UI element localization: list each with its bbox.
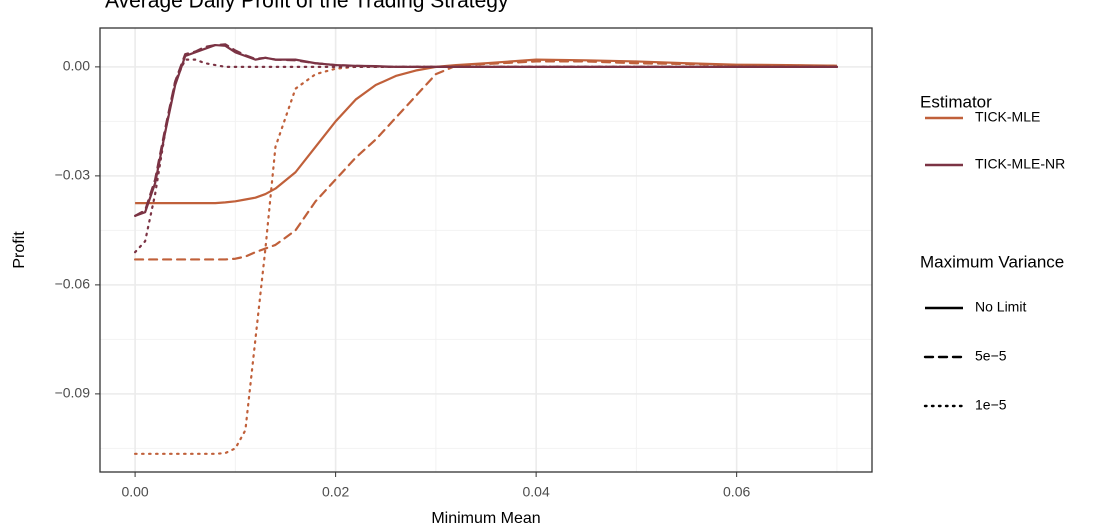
x-axis-label: Minimum Mean (431, 510, 540, 527)
chart-title: Average Daily Profit of the Trading Stra… (105, 0, 509, 13)
series-line (134, 43, 837, 217)
y-tick-label: −0.06 (55, 276, 91, 292)
series-line (133, 43, 839, 217)
y-tick-label: −0.03 (55, 167, 91, 183)
legend-label: 1e−5 (975, 397, 1007, 413)
legend-title: Estimator (920, 92, 992, 111)
legend-label: TICK-MLE (975, 109, 1040, 125)
y-tick-label: 0.00 (63, 58, 90, 74)
y-tick-label: −0.09 (55, 385, 91, 401)
x-tick-label: 0.02 (322, 484, 349, 500)
x-tick-label: 0.00 (121, 484, 148, 500)
y-axis-label: Profit (11, 231, 28, 269)
x-tick-label: 0.06 (723, 484, 750, 500)
plot-border (99, 27, 873, 473)
series-line (133, 65, 839, 455)
series-line (133, 60, 839, 261)
legend-label: TICK-MLE-NR (975, 156, 1065, 172)
legend-label: No Limit (975, 299, 1026, 315)
legend-title: Maximum Variance (920, 252, 1064, 271)
series-line (133, 58, 839, 254)
legend-label: 5e−5 (975, 348, 1007, 364)
x-tick-label: 0.04 (523, 484, 550, 500)
series-line (135, 58, 837, 205)
